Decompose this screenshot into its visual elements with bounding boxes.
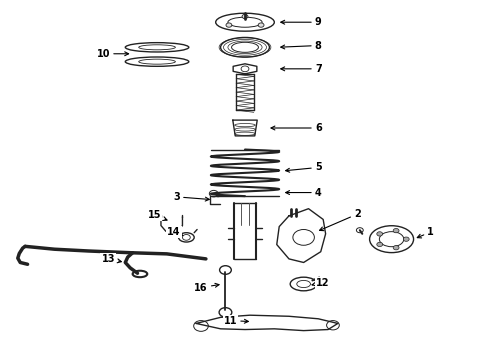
Text: 5: 5: [286, 162, 321, 172]
Circle shape: [377, 242, 383, 247]
Text: 8: 8: [281, 41, 322, 50]
Text: 7: 7: [281, 64, 321, 74]
Circle shape: [377, 232, 383, 236]
Text: 2: 2: [319, 209, 361, 231]
Circle shape: [393, 229, 399, 233]
Text: 16: 16: [194, 283, 219, 293]
Circle shape: [242, 14, 248, 19]
Circle shape: [403, 237, 409, 241]
Text: 4: 4: [286, 188, 321, 198]
Text: 11: 11: [223, 316, 248, 325]
Text: 12: 12: [312, 278, 330, 288]
Circle shape: [258, 23, 264, 27]
Text: 3: 3: [173, 192, 209, 202]
Text: 13: 13: [101, 254, 122, 264]
Text: 10: 10: [97, 49, 128, 59]
Text: 14: 14: [168, 227, 183, 237]
Circle shape: [393, 246, 399, 250]
Text: 9: 9: [281, 17, 321, 27]
Text: 6: 6: [271, 123, 321, 133]
Circle shape: [226, 23, 232, 27]
Text: 1: 1: [417, 227, 434, 238]
Text: 15: 15: [148, 210, 167, 220]
Circle shape: [216, 194, 220, 197]
